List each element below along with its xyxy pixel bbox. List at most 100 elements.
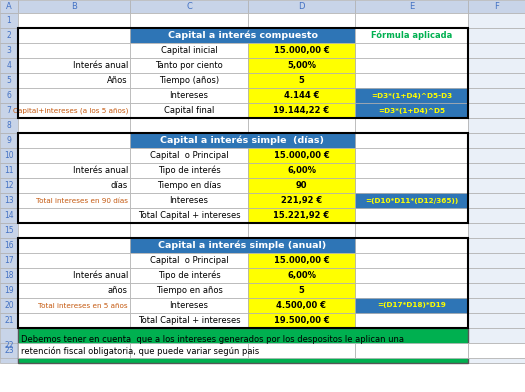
Bar xyxy=(18,193,130,208)
Bar xyxy=(468,208,525,223)
Bar xyxy=(355,28,468,43)
Text: =(D17*D18)*D19: =(D17*D18)*D19 xyxy=(377,303,446,309)
Bar xyxy=(248,328,355,363)
Bar xyxy=(248,148,355,163)
Bar xyxy=(355,133,468,148)
Text: 11: 11 xyxy=(4,166,14,175)
Bar xyxy=(468,223,525,238)
Bar xyxy=(468,313,525,328)
Bar xyxy=(130,163,248,178)
Bar xyxy=(18,343,130,358)
Bar xyxy=(248,43,355,58)
Bar xyxy=(0,73,18,88)
Bar xyxy=(18,163,130,178)
Text: 10: 10 xyxy=(4,151,14,160)
Bar xyxy=(130,148,248,163)
Bar xyxy=(18,58,130,73)
Bar xyxy=(18,163,130,178)
Bar xyxy=(18,208,130,223)
Bar xyxy=(18,223,130,238)
Bar xyxy=(0,13,18,28)
Bar xyxy=(248,103,355,118)
Bar xyxy=(18,298,130,313)
Bar xyxy=(18,328,468,363)
Text: Capital inicial: Capital inicial xyxy=(161,46,217,55)
Bar xyxy=(18,178,130,193)
Bar xyxy=(130,223,248,238)
Bar xyxy=(355,283,468,298)
Bar xyxy=(0,88,18,103)
Bar xyxy=(18,133,468,223)
Bar xyxy=(0,253,18,268)
Bar xyxy=(130,73,248,88)
Bar xyxy=(468,238,525,253)
Bar xyxy=(468,328,525,363)
Text: Tiempo (años): Tiempo (años) xyxy=(159,76,219,85)
Text: B: B xyxy=(71,2,77,11)
Text: 15.221,92 €: 15.221,92 € xyxy=(274,211,330,220)
Text: 13: 13 xyxy=(4,196,14,205)
Bar xyxy=(130,28,355,43)
Bar xyxy=(18,103,130,118)
Bar xyxy=(130,28,248,43)
Bar xyxy=(468,298,525,313)
Bar xyxy=(355,163,468,178)
Text: Tipo de interés: Tipo de interés xyxy=(158,166,220,175)
Bar xyxy=(468,163,525,178)
Bar xyxy=(468,268,525,283)
Bar xyxy=(248,208,355,223)
Bar xyxy=(468,343,525,358)
Bar xyxy=(355,28,468,43)
Text: Capital a interés simple (anual): Capital a interés simple (anual) xyxy=(159,241,327,250)
Bar xyxy=(355,313,468,328)
Bar xyxy=(355,58,468,73)
Bar xyxy=(130,178,248,193)
Bar xyxy=(248,178,355,193)
Bar xyxy=(130,58,248,73)
Bar xyxy=(248,43,355,58)
Text: F: F xyxy=(494,2,499,11)
Bar xyxy=(130,268,248,283)
Bar xyxy=(468,43,525,58)
Bar xyxy=(18,28,130,43)
Bar xyxy=(248,238,355,253)
Bar xyxy=(130,298,248,313)
Bar xyxy=(468,343,525,358)
Text: Fórmula aplicada: Fórmula aplicada xyxy=(371,31,452,40)
Bar xyxy=(468,28,525,43)
Bar xyxy=(468,133,525,148)
Bar xyxy=(18,58,130,73)
Text: Capital  o Principal: Capital o Principal xyxy=(150,256,228,265)
Bar xyxy=(18,28,468,118)
Bar xyxy=(130,283,248,298)
Text: 4.144 €: 4.144 € xyxy=(284,91,319,100)
Bar xyxy=(130,103,248,118)
Bar xyxy=(468,313,525,328)
Text: Tiempo en días: Tiempo en días xyxy=(157,181,221,190)
Bar xyxy=(130,253,248,268)
Bar xyxy=(248,73,355,88)
Bar xyxy=(468,103,525,118)
Bar xyxy=(468,118,525,133)
Bar xyxy=(355,118,468,133)
Bar xyxy=(130,238,248,253)
Bar xyxy=(248,268,355,283)
Bar xyxy=(18,148,130,163)
Bar xyxy=(355,103,468,118)
Text: 16: 16 xyxy=(4,241,14,250)
Text: 14: 14 xyxy=(4,211,14,220)
Text: 19.500,00 €: 19.500,00 € xyxy=(274,316,329,325)
Bar xyxy=(355,13,468,28)
Bar xyxy=(468,298,525,313)
Bar xyxy=(248,268,355,283)
Bar xyxy=(130,328,248,363)
Bar xyxy=(18,118,130,133)
Bar xyxy=(18,178,130,193)
Bar xyxy=(0,283,18,298)
Bar xyxy=(468,238,525,253)
Bar xyxy=(130,163,248,178)
Bar xyxy=(468,28,525,43)
Text: Debemos tener en cuenta  que a los intereses generados por los despositos le apl: Debemos tener en cuenta que a los intere… xyxy=(21,336,404,356)
Bar xyxy=(130,253,248,268)
Bar xyxy=(130,103,248,118)
